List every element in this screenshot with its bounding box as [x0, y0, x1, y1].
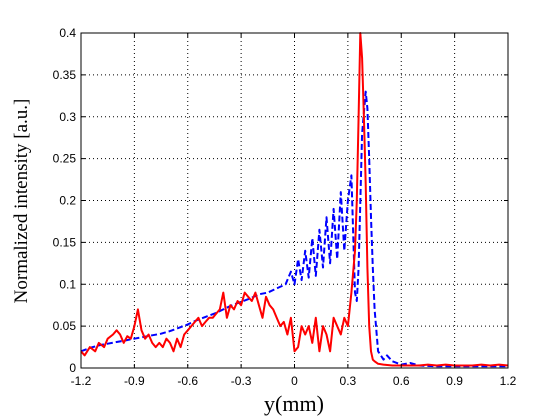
x-tick-label: 0	[291, 374, 298, 388]
x-tick-label: 0.6	[393, 374, 410, 388]
y-axis-label: Normalized intensity [a.u.]	[11, 99, 32, 304]
x-tick-label: -0.6	[177, 374, 198, 388]
x-axis-label: y(mm)	[264, 391, 324, 416]
y-tick-label: 0.15	[53, 235, 77, 249]
series-layer	[80, 32, 509, 368]
y-tick-label: 0.35	[53, 68, 77, 82]
x-tick-label: -0.9	[124, 374, 145, 388]
x-tick-label: -1.2	[71, 374, 92, 388]
plot-area: -1.2 -0.9 -0.6 -0.3 0 0.3 0.6 0.9 1.2 0 0.05 0.1 0.1…	[53, 26, 517, 388]
plot-background	[81, 33, 508, 368]
x-tick-label: 0.3	[340, 374, 357, 388]
y-tick-label: 0.1	[59, 277, 76, 291]
y-tick-label: 0	[69, 361, 76, 375]
y-tick-label: 0.3	[59, 110, 76, 124]
y-tick-label: 0.2	[59, 194, 76, 208]
ticks: -1.2 -0.9 -0.6 -0.3 0 0.3 0.6 0.9 1.2 0 0.05 0.1 0.1…	[53, 26, 517, 388]
x-tick-label: 0.9	[446, 374, 463, 388]
x-tick-label: 1.2	[500, 374, 517, 388]
y-tick-label: 0.4	[59, 26, 76, 40]
y-tick-label: 0.05	[53, 319, 77, 333]
solid-red-series-line	[80, 32, 509, 367]
x-tick-label: -0.3	[231, 374, 252, 388]
y-tick-label: 0.25	[53, 152, 77, 166]
